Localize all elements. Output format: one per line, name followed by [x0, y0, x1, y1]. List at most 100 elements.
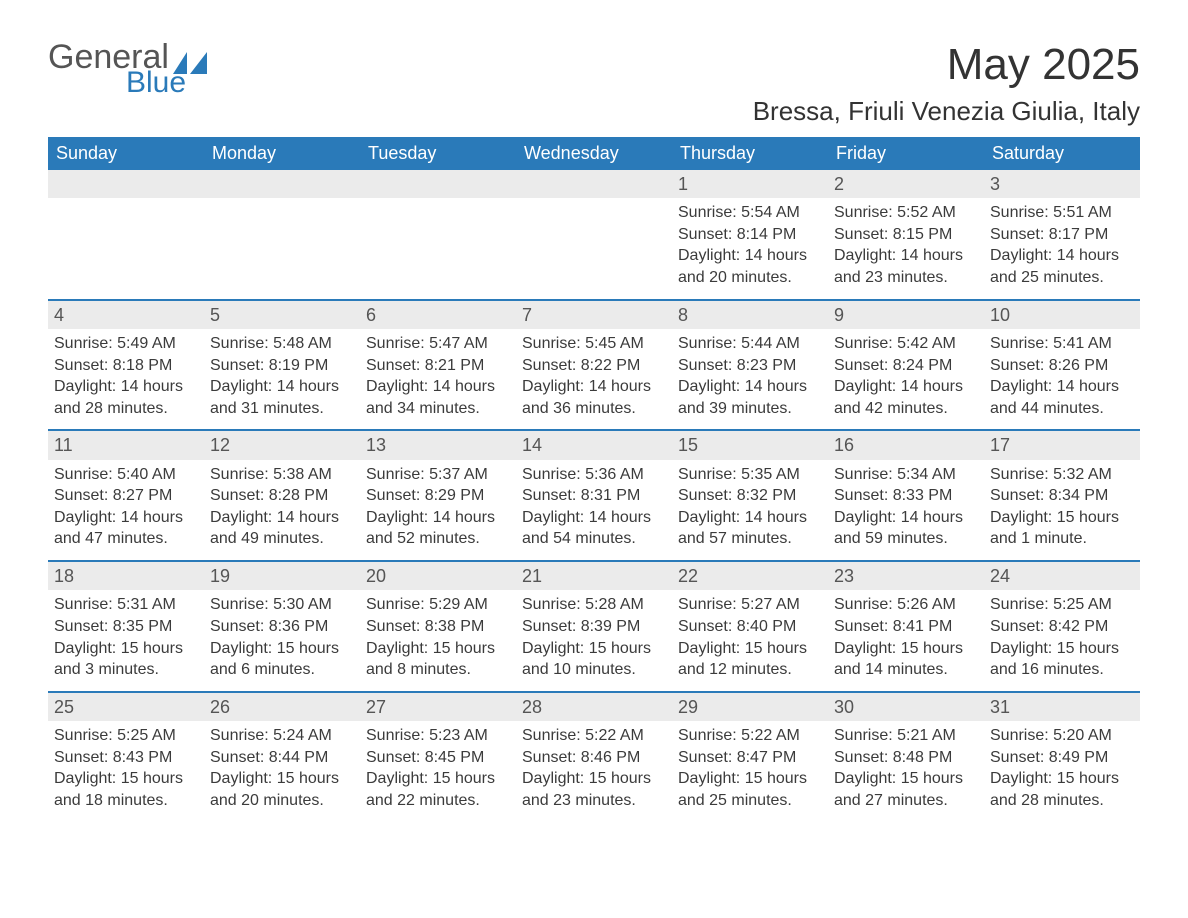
- month-title: May 2025: [753, 40, 1140, 90]
- daylight-text: Daylight: 15 hours and 25 minutes.: [678, 768, 822, 811]
- calendar-cell: 9 Sunrise: 5:42 AMSunset: 8:24 PMDaylight…: [828, 301, 984, 430]
- date-label: 13: [360, 431, 516, 459]
- sunset-text: Sunset: 8:19 PM: [210, 355, 354, 377]
- calendar-cell: 18Sunrise: 5:31 AMSunset: 8:35 PMDayligh…: [48, 562, 204, 691]
- sunrise-text: Sunrise: 5:49 AM: [54, 333, 198, 355]
- sunset-text: Sunset: 8:46 PM: [522, 747, 666, 769]
- sunset-text: Sunset: 8:24 PM: [834, 355, 978, 377]
- date-label: 19: [204, 562, 360, 590]
- date-label: 7: [516, 301, 672, 329]
- day-header-tuesday: Tuesday: [360, 137, 516, 170]
- logo-text-blue: Blue: [126, 68, 207, 98]
- day-header-row: Sunday Monday Tuesday Wednesday Thursday…: [48, 137, 1140, 170]
- sunrise-text: Sunrise: 5:42 AM: [834, 333, 978, 355]
- calendar-cell: 28Sunrise: 5:22 AMSunset: 8:46 PMDayligh…: [516, 693, 672, 822]
- calendar-cell: 15Sunrise: 5:35 AMSunset: 8:32 PMDayligh…: [672, 431, 828, 560]
- sunset-text: Sunset: 8:36 PM: [210, 616, 354, 638]
- sunset-text: Sunset: 8:29 PM: [366, 485, 510, 507]
- date-label: 29: [672, 693, 828, 721]
- date-label: 5: [204, 301, 360, 329]
- date-label: 9: [828, 301, 984, 329]
- daylight-text: Daylight: 15 hours and 12 minutes.: [678, 638, 822, 681]
- date-label: 31: [984, 693, 1140, 721]
- sunset-text: Sunset: 8:27 PM: [54, 485, 198, 507]
- day-header-saturday: Saturday: [984, 137, 1140, 170]
- date-label: 30: [828, 693, 984, 721]
- sunrise-text: Sunrise: 5:22 AM: [522, 725, 666, 747]
- sunset-text: Sunset: 8:15 PM: [834, 224, 978, 246]
- date-label: 14: [516, 431, 672, 459]
- daylight-text: Daylight: 15 hours and 28 minutes.: [990, 768, 1134, 811]
- title-block: May 2025 Bressa, Friuli Venezia Giulia, …: [753, 40, 1140, 127]
- week-row: 1Sunrise: 5:54 AMSunset: 8:14 PMDaylight…: [48, 170, 1140, 299]
- daylight-text: Daylight: 14 hours and 20 minutes.: [678, 245, 822, 288]
- calendar-cell: 14Sunrise: 5:36 AMSunset: 8:31 PMDayligh…: [516, 431, 672, 560]
- sunrise-text: Sunrise: 5:21 AM: [834, 725, 978, 747]
- day-header-friday: Friday: [828, 137, 984, 170]
- sunset-text: Sunset: 8:42 PM: [990, 616, 1134, 638]
- calendar-cell: 4Sunrise: 5:49 AMSunset: 8:18 PMDaylight…: [48, 301, 204, 430]
- daylight-text: Daylight: 15 hours and 16 minutes.: [990, 638, 1134, 681]
- sunrise-text: Sunrise: 5:31 AM: [54, 594, 198, 616]
- date-label: [48, 170, 204, 198]
- date-label: 15: [672, 431, 828, 459]
- date-label: 23: [828, 562, 984, 590]
- sunrise-text: Sunrise: 5:40 AM: [54, 464, 198, 486]
- calendar-cell: 20Sunrise: 5:29 AMSunset: 8:38 PMDayligh…: [360, 562, 516, 691]
- calendar-cell: [516, 170, 672, 299]
- date-label: 26: [204, 693, 360, 721]
- daylight-text: Daylight: 15 hours and 20 minutes.: [210, 768, 354, 811]
- daylight-text: Daylight: 15 hours and 23 minutes.: [522, 768, 666, 811]
- day-header-thursday: Thursday: [672, 137, 828, 170]
- date-label: [516, 170, 672, 198]
- date-label: [204, 170, 360, 198]
- calendar-cell: 10Sunrise: 5:41 AMSunset: 8:26 PMDayligh…: [984, 301, 1140, 430]
- sunrise-text: Sunrise: 5:20 AM: [990, 725, 1134, 747]
- location: Bressa, Friuli Venezia Giulia, Italy: [753, 96, 1140, 127]
- sunset-text: Sunset: 8:23 PM: [678, 355, 822, 377]
- date-label: 24: [984, 562, 1140, 590]
- sunrise-text: Sunrise: 5:52 AM: [834, 202, 978, 224]
- daylight-text: Daylight: 14 hours and 42 minutes.: [834, 376, 978, 419]
- daylight-text: Daylight: 15 hours and 27 minutes.: [834, 768, 978, 811]
- calendar-cell: 12Sunrise: 5:38 AMSunset: 8:28 PMDayligh…: [204, 431, 360, 560]
- date-label: 21: [516, 562, 672, 590]
- daylight-text: Daylight: 14 hours and 59 minutes.: [834, 507, 978, 550]
- weeks-container: 1Sunrise: 5:54 AMSunset: 8:14 PMDaylight…: [48, 170, 1140, 821]
- calendar-cell: 7Sunrise: 5:45 AMSunset: 8:22 PMDaylight…: [516, 301, 672, 430]
- daylight-text: Daylight: 15 hours and 1 minute.: [990, 507, 1134, 550]
- calendar-cell: 27Sunrise: 5:23 AMSunset: 8:45 PMDayligh…: [360, 693, 516, 822]
- sunrise-text: Sunrise: 5:27 AM: [678, 594, 822, 616]
- calendar-cell: 23Sunrise: 5:26 AMSunset: 8:41 PMDayligh…: [828, 562, 984, 691]
- sunrise-text: Sunrise: 5:51 AM: [990, 202, 1134, 224]
- date-label: 17: [984, 431, 1140, 459]
- calendar-cell: 11Sunrise: 5:40 AMSunset: 8:27 PMDayligh…: [48, 431, 204, 560]
- sunset-text: Sunset: 8:18 PM: [54, 355, 198, 377]
- sunrise-text: Sunrise: 5:54 AM: [678, 202, 822, 224]
- day-header-sunday: Sunday: [48, 137, 204, 170]
- logo: General Blue: [48, 40, 207, 98]
- sunset-text: Sunset: 8:28 PM: [210, 485, 354, 507]
- sunrise-text: Sunrise: 5:26 AM: [834, 594, 978, 616]
- sunset-text: Sunset: 8:43 PM: [54, 747, 198, 769]
- sunset-text: Sunset: 8:39 PM: [522, 616, 666, 638]
- sunset-text: Sunset: 8:45 PM: [366, 747, 510, 769]
- daylight-text: Daylight: 14 hours and 54 minutes.: [522, 507, 666, 550]
- week-row: 18Sunrise: 5:31 AMSunset: 8:35 PMDayligh…: [48, 560, 1140, 691]
- daylight-text: Daylight: 14 hours and 28 minutes.: [54, 376, 198, 419]
- date-label: [360, 170, 516, 198]
- date-label: 22: [672, 562, 828, 590]
- date-label: 1: [672, 170, 828, 198]
- sunrise-text: Sunrise: 5:44 AM: [678, 333, 822, 355]
- daylight-text: Daylight: 14 hours and 31 minutes.: [210, 376, 354, 419]
- sunrise-text: Sunrise: 5:45 AM: [522, 333, 666, 355]
- day-header-monday: Monday: [204, 137, 360, 170]
- calendar-cell: 6Sunrise: 5:47 AMSunset: 8:21 PMDaylight…: [360, 301, 516, 430]
- calendar-cell: 16Sunrise: 5:34 AMSunset: 8:33 PMDayligh…: [828, 431, 984, 560]
- calendar-cell: 21Sunrise: 5:28 AMSunset: 8:39 PMDayligh…: [516, 562, 672, 691]
- sunset-text: Sunset: 8:32 PM: [678, 485, 822, 507]
- daylight-text: Daylight: 14 hours and 36 minutes.: [522, 376, 666, 419]
- sunrise-text: Sunrise: 5:36 AM: [522, 464, 666, 486]
- sunrise-text: Sunrise: 5:38 AM: [210, 464, 354, 486]
- calendar-cell: 1Sunrise: 5:54 AMSunset: 8:14 PMDaylight…: [672, 170, 828, 299]
